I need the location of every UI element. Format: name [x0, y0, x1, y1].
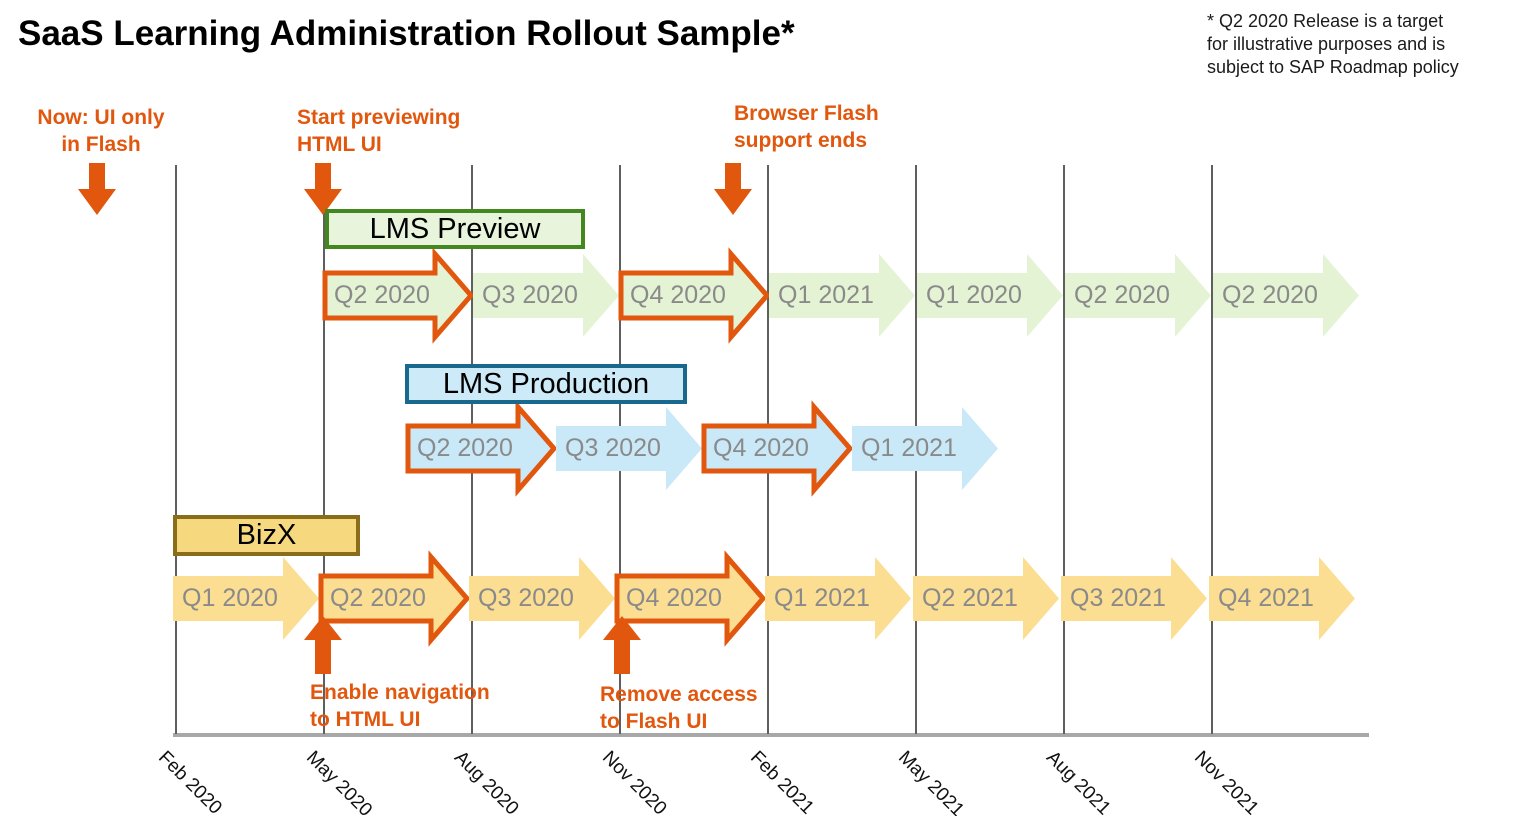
arrow-quarter-label: Q3 2020 [482, 281, 578, 309]
arrow-quarter-label: Q2 2020 [1222, 281, 1318, 309]
block-arrow-shape [1065, 254, 1211, 337]
block-arrow-shape [405, 400, 558, 497]
block-arrow-shape [1209, 557, 1355, 640]
block-arrow-shape [322, 247, 475, 344]
arrow-quarter-label: Q2 2020 [330, 584, 426, 612]
arrow-lms-preview-0: Q2 2020 [322, 247, 475, 344]
arrow-lms-preview-5: Q2 2020 [1065, 254, 1211, 337]
down-arrow-icon [303, 163, 343, 220]
arrow-quarter-label: Q4 2020 [630, 281, 726, 309]
arrow-quarter-label: Q4 2020 [626, 584, 722, 612]
arrow-quarter-label: Q2 2020 [417, 434, 513, 462]
arrow-bizx-6: Q3 2021 [1061, 557, 1207, 640]
block-arrow-shape [852, 407, 998, 490]
up-arrow-icon [602, 616, 642, 679]
arrow-quarter-label: Q1 2021 [778, 281, 874, 309]
arrow-lms-production-1: Q3 2020 [556, 407, 702, 490]
row-label-lms-production: LMS Production [405, 364, 687, 404]
annotation-start-previewing: Start previewing HTML UI [297, 106, 461, 156]
block-arrow-shape [1213, 254, 1359, 337]
disclaimer-note: * Q2 2020 Release is a target for illust… [1207, 11, 1459, 77]
block-arrow-shape [318, 550, 471, 647]
arrow-lms-preview-3: Q1 2021 [769, 254, 915, 337]
block-arrow-shape [701, 400, 854, 497]
axis-tick-label: Aug 2020 [450, 747, 523, 816]
row-label-bizx: BizX [173, 515, 360, 556]
axis-tick-label: Nov 2021 [1190, 747, 1263, 816]
block-arrow-shape [765, 557, 911, 640]
arrow-quarter-label: Q3 2020 [478, 584, 574, 612]
arrow-lms-production-0: Q2 2020 [405, 400, 558, 497]
arrow-lms-production-2: Q4 2020 [701, 400, 854, 497]
arrow-lms-preview-4: Q1 2020 [917, 254, 1063, 337]
page-title: SaaS Learning Administration Rollout Sam… [18, 14, 795, 53]
timeline-gridline [175, 165, 177, 734]
arrow-bizx-5: Q2 2021 [913, 557, 1059, 640]
arrow-quarter-label: Q1 2021 [861, 434, 957, 462]
arrow-quarter-label: Q1 2020 [182, 584, 278, 612]
block-arrow-shape [913, 557, 1059, 640]
arrow-quarter-label: Q4 2021 [1218, 584, 1314, 612]
axis-tick-label: Feb 2021 [746, 747, 818, 816]
arrow-bizx-4: Q1 2021 [765, 557, 911, 640]
annotation-now-flash: Now: UI only in Flash [37, 106, 165, 156]
arrow-quarter-label: Q2 2021 [922, 584, 1018, 612]
arrow-bizx-2: Q3 2020 [469, 557, 615, 640]
timeline-gridline [323, 165, 325, 734]
arrow-quarter-label: Q3 2021 [1070, 584, 1166, 612]
arrow-quarter-label: Q4 2020 [713, 434, 809, 462]
arrow-lms-preview-2: Q4 2020 [618, 247, 771, 344]
block-arrow-shape [173, 557, 319, 640]
annotation-enable-navigation: Enable navigation to HTML UI [310, 681, 490, 731]
block-arrow-shape [473, 254, 619, 337]
row-label-lms-preview: LMS Preview [325, 209, 585, 249]
arrow-quarter-label: Q3 2020 [565, 434, 661, 462]
block-arrow-shape [614, 550, 767, 647]
axis-tick-label: Feb 2020 [154, 747, 226, 816]
block-arrow-shape [917, 254, 1063, 337]
arrow-bizx-3: Q4 2020 [614, 550, 767, 647]
arrow-quarter-label: Q1 2020 [926, 281, 1022, 309]
block-arrow-shape [556, 407, 702, 490]
axis-tick-label: May 2021 [894, 747, 969, 816]
down-arrow-icon [713, 163, 753, 220]
arrow-bizx-7: Q4 2021 [1209, 557, 1355, 640]
block-arrow-shape [1061, 557, 1207, 640]
axis-tick-label: May 2020 [302, 747, 377, 816]
up-arrow-icon [303, 616, 343, 679]
annotation-browser-flash-ends: Browser Flash support ends [734, 102, 879, 152]
arrow-quarter-label: Q2 2020 [334, 281, 430, 309]
arrow-lms-preview-1: Q3 2020 [473, 254, 619, 337]
arrow-quarter-label: Q2 2020 [1074, 281, 1170, 309]
axis-tick-label: Nov 2020 [598, 747, 671, 816]
annotation-remove-access: Remove access to Flash UI [600, 683, 758, 733]
arrow-lms-preview-6: Q2 2020 [1213, 254, 1359, 337]
arrow-lms-production-3: Q1 2021 [852, 407, 998, 490]
timeline-gridline [1063, 165, 1065, 734]
axis-tick-label: Aug 2021 [1042, 747, 1115, 816]
arrow-bizx-1: Q2 2020 [318, 550, 471, 647]
timeline-gridline [1211, 165, 1213, 734]
block-arrow-shape [769, 254, 915, 337]
down-arrow-icon [77, 163, 117, 220]
block-arrow-shape [618, 247, 771, 344]
arrow-bizx-0: Q1 2020 [173, 557, 319, 640]
timeline-axis [173, 733, 1369, 737]
arrow-quarter-label: Q1 2021 [774, 584, 870, 612]
block-arrow-shape [469, 557, 615, 640]
